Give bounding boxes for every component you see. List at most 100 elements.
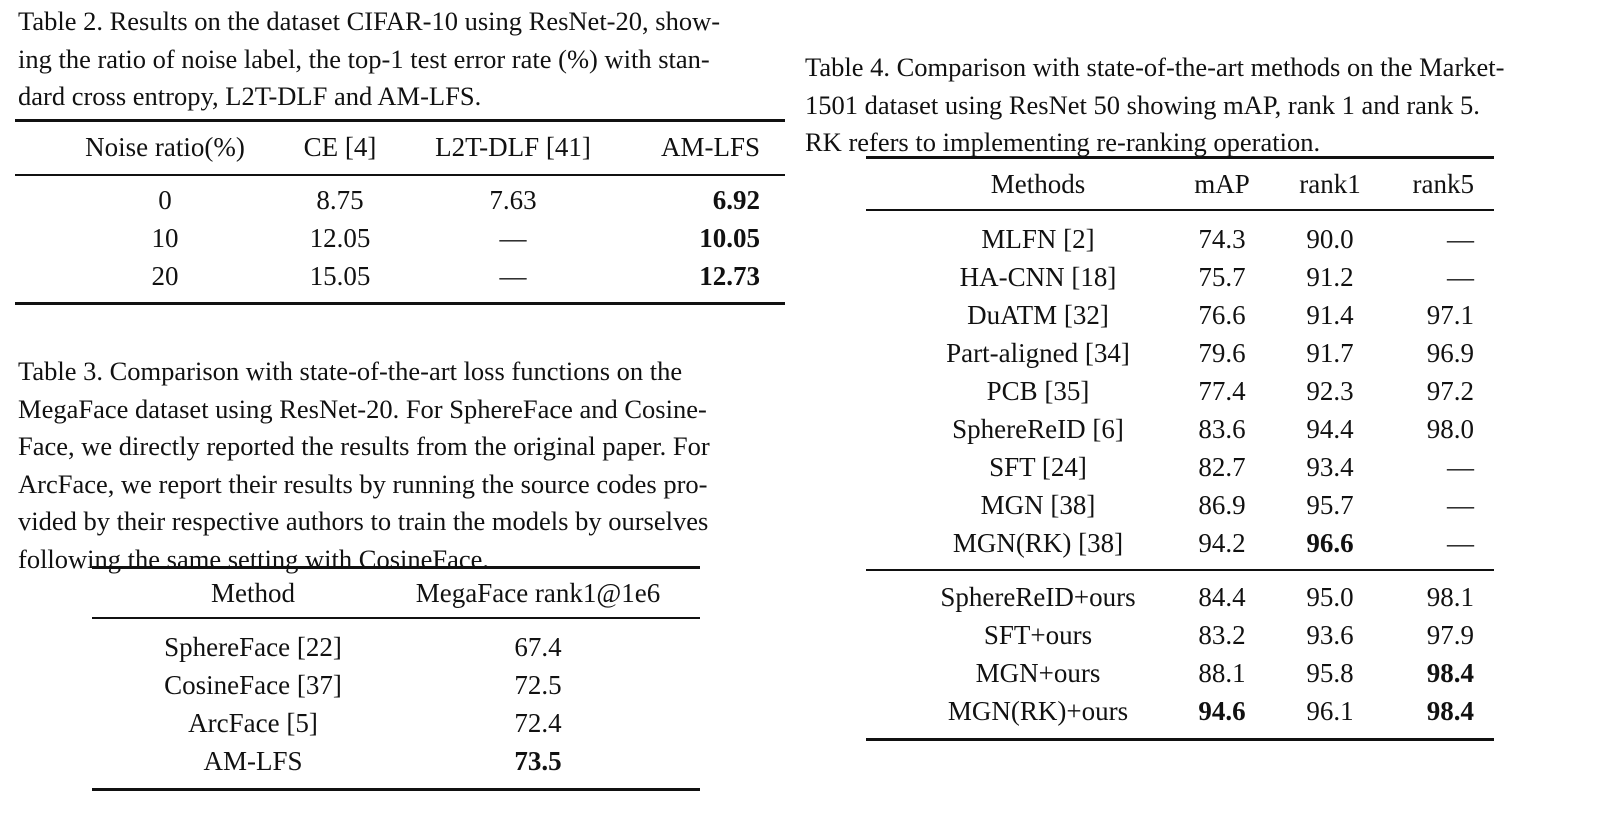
table-cell: SFT+ours xyxy=(983,620,1093,650)
table-cell: 95.7 xyxy=(1306,490,1354,520)
table-cell: 91.7 xyxy=(1306,338,1354,368)
table-cell: — xyxy=(1447,224,1474,254)
table-row: 20 15.05 — 12.73 xyxy=(15,257,785,295)
table-row: CosineFace [37] 72.5 xyxy=(92,666,700,704)
table-cell: 91.2 xyxy=(1306,262,1354,292)
table-cell: 6.92 xyxy=(712,185,760,215)
table-cell: 94.4 xyxy=(1306,414,1354,444)
caption-line: ing the ratio of noise label, the top-1 … xyxy=(18,43,710,74)
caption-line: Table 4. Comparison with state-of-the-ar… xyxy=(805,52,1505,82)
table-cell: 74.3 xyxy=(1198,224,1246,254)
table4: Methods mAP rank1 rank5 MLFN [2] 74.3 90.0 — HA-… xyxy=(866,0,1494,829)
table-header-row: Method MegaFace rank1@1e6 xyxy=(92,574,700,612)
table-row: ArcFace [5] 72.4 xyxy=(92,704,700,742)
table-cell: SphereReID+ours xyxy=(940,582,1136,612)
table-cell: MGN(RK)+ours xyxy=(947,696,1129,726)
column-header: Method xyxy=(211,578,295,608)
caption-line: RK refers to implementing re-ranking ope… xyxy=(805,127,1321,157)
table-cell: — xyxy=(1447,490,1474,520)
table-cell: ArcFace [5] xyxy=(188,708,318,738)
table-cell: 88.1 xyxy=(1198,658,1246,688)
table-cell: 94.2 xyxy=(1198,528,1246,558)
caption-line: Table 2. Results on the dataset CIFAR-10… xyxy=(18,6,721,36)
table-cell: 75.7 xyxy=(1198,262,1246,292)
table-cell: — xyxy=(499,261,527,291)
table-row: SphereReID [6] 83.6 94.4 98.0 xyxy=(866,410,1494,448)
table-cell: 76.6 xyxy=(1198,300,1246,330)
table-cell: 90.0 xyxy=(1306,224,1354,254)
table-cell: 7.63 xyxy=(489,185,537,215)
table-cell: 0 xyxy=(158,185,172,215)
table-rule xyxy=(15,119,785,122)
table-row: SphereFace [22] 67.4 xyxy=(92,628,700,666)
table-cell: 79.6 xyxy=(1198,338,1246,368)
table-cell: 97.2 xyxy=(1426,376,1474,406)
table-header-row: Noise ratio(%) CE [4] L2T-DLF [41] AM-LFS xyxy=(15,128,785,166)
table-cell: 97.1 xyxy=(1426,300,1474,330)
table-row: MGN(RK)+ours 94.6 96.1 98.4 xyxy=(866,692,1494,730)
column-header: AM-LFS xyxy=(660,132,760,162)
table-rule xyxy=(15,302,785,305)
caption-line: Face, we directly reported the results f… xyxy=(18,431,710,461)
column-header: Methods xyxy=(990,169,1086,199)
column-header: mAP xyxy=(1194,169,1250,199)
table-cell: PCB [35] xyxy=(986,376,1090,406)
table-cell: 15.05 xyxy=(309,261,371,291)
table-cell: 92.3 xyxy=(1306,376,1354,406)
table-cell: — xyxy=(1447,262,1474,292)
table-cell: 86.9 xyxy=(1198,490,1246,520)
table-cell: MGN(RK) [38] xyxy=(952,528,1124,558)
table2-caption: Table 2. Results on the dataset CIFAR-10… xyxy=(18,3,770,116)
table-cell: — xyxy=(499,223,527,253)
table-cell: SphereFace [22] xyxy=(164,632,342,662)
table-cell: 8.75 xyxy=(316,185,364,215)
table3: Method MegaFace rank1@1e6 SphereFace [22] 6… xyxy=(92,0,700,829)
table-cell: 97.9 xyxy=(1426,620,1474,650)
table-row: MGN [38] 86.9 95.7 — xyxy=(866,486,1494,524)
column-header: Noise ratio(%) xyxy=(85,132,245,162)
table-row: DuATM [32] 76.6 91.4 97.1 xyxy=(866,296,1494,334)
table-cell: 67.4 xyxy=(514,632,562,662)
table-cell: MGN+ours xyxy=(975,658,1101,688)
table-cell: 82.7 xyxy=(1198,452,1246,482)
table-row: MGN+ours 88.1 95.8 98.4 xyxy=(866,654,1494,692)
table3-caption: Table 3. Comparison with state-of-the-ar… xyxy=(18,353,772,578)
table-cell: 73.5 xyxy=(514,746,562,776)
table-cell: 95.0 xyxy=(1306,582,1354,612)
column-header: rank5 xyxy=(1412,169,1474,199)
table-cell: 72.5 xyxy=(514,670,562,700)
table-cell: — xyxy=(1447,452,1474,482)
table-rule xyxy=(866,209,1494,211)
table-rule xyxy=(866,738,1494,741)
caption-line: MegaFace dataset using ResNet-20. For Sp… xyxy=(18,393,707,424)
table-rule xyxy=(866,569,1494,571)
table-cell: SphereReID [6] xyxy=(952,414,1124,444)
table-cell: CosineFace [37] xyxy=(164,670,342,700)
table-row: AM-LFS 73.5 xyxy=(92,742,700,780)
table-row: Part-aligned [34] 79.6 91.7 96.9 xyxy=(866,334,1494,372)
caption-line: vided by their respective authors to tra… xyxy=(18,506,709,536)
table-cell: MLFN [2] xyxy=(981,224,1095,254)
table-cell: 98.4 xyxy=(1426,658,1474,688)
table-row: MLFN [2] 74.3 90.0 — xyxy=(866,220,1494,258)
table-cell: 96.6 xyxy=(1306,528,1354,558)
column-header: L2T-DLF [41] xyxy=(435,132,591,162)
table-cell: 96.1 xyxy=(1306,696,1354,726)
table-rule xyxy=(866,156,1494,159)
table-cell: HA-CNN [18] xyxy=(959,262,1117,292)
table-cell: 94.6 xyxy=(1198,696,1246,726)
table-cell: SFT [24] xyxy=(989,452,1087,482)
table-cell: 98.1 xyxy=(1426,582,1474,612)
table-row: SphereReID+ours 84.4 95.0 98.1 xyxy=(866,578,1494,616)
table-cell: 12.05 xyxy=(309,223,371,253)
column-header: MegaFace rank1@1e6 xyxy=(415,578,661,608)
table-cell: 77.4 xyxy=(1198,376,1246,406)
table-cell: 98.4 xyxy=(1426,696,1474,726)
table-rule xyxy=(92,566,700,569)
table-cell: 10.05 xyxy=(699,223,760,253)
column-header: rank1 xyxy=(1299,169,1361,199)
table-cell: — xyxy=(1447,528,1474,558)
table-row: PCB [35] 77.4 92.3 97.2 xyxy=(866,372,1494,410)
table-rule xyxy=(92,788,700,791)
table-cell: 95.8 xyxy=(1306,658,1354,688)
